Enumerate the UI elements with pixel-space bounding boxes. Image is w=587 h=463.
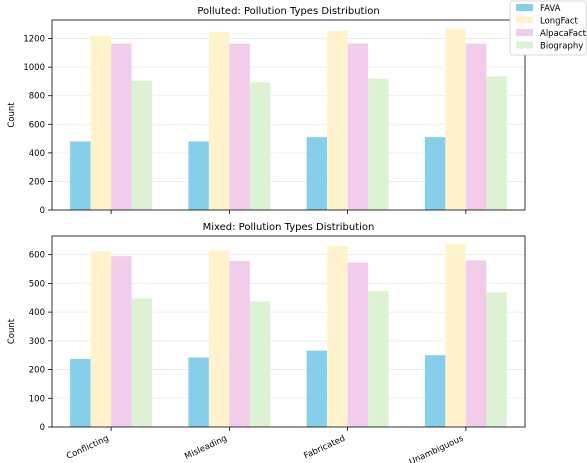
legend-swatch-fava xyxy=(516,4,533,11)
bar-fava-misleading xyxy=(188,357,209,427)
bar-biography-misleading xyxy=(249,301,271,427)
bar-longfact-misleading xyxy=(208,250,230,427)
bar-alpacafact-misleading xyxy=(229,43,250,211)
bar-alpacafact-fabricated xyxy=(347,262,369,427)
bar-longfact-unambiguous xyxy=(445,28,466,211)
bar-fava-unambiguous xyxy=(424,137,446,210)
y-tick-label: 1000 xyxy=(23,63,45,73)
bar-biography-conflicting xyxy=(131,298,153,427)
y-axis-label: Count xyxy=(7,318,17,344)
bar-fava-conflicting xyxy=(70,141,91,210)
y-tick-label: 200 xyxy=(29,177,45,187)
bar-alpacafact-fabricated xyxy=(347,43,369,211)
bar-fava-misleading xyxy=(188,141,209,210)
chart-panel-1: 0 200 400 600 800 1000 1200 Polluted: Pollution… xyxy=(7,6,526,216)
bar-alpacafact-conflicting xyxy=(111,256,132,427)
bar-alpacafact-conflicting xyxy=(111,43,132,211)
bar-biography-conflicting xyxy=(131,80,153,210)
bar-biography-misleading xyxy=(249,82,271,210)
bar-biography-unambiguous xyxy=(486,76,507,210)
y-tick-label: 400 xyxy=(29,308,45,318)
legend-label-biography: Biography xyxy=(540,42,583,52)
y-tick-label: 0 xyxy=(40,423,45,433)
bar-biography-fabricated xyxy=(368,78,389,210)
bar-biography-unambiguous xyxy=(486,292,507,427)
chart-panel-2: 0 100 200 300 400 500 600 Conflicting Misleading… xyxy=(7,222,526,463)
plot-frame xyxy=(51,19,526,211)
legend-label-alpacafact: AlpacaFact xyxy=(540,29,587,39)
y-axis-label: Count xyxy=(7,102,17,128)
legend-label-fava: FAVA xyxy=(540,4,561,14)
bar-longfact-unambiguous xyxy=(445,244,466,427)
bar-fava-conflicting xyxy=(70,358,91,427)
legend-swatch-longfact xyxy=(516,16,533,24)
bar-alpacafact-unambiguous xyxy=(465,43,487,211)
x-tick-label: Conflicting xyxy=(65,434,110,462)
bar-fava-unambiguous xyxy=(424,355,446,427)
x-tick-label: Unambiguous xyxy=(408,433,466,463)
y-tick-label: 0 xyxy=(40,206,45,216)
y-tick-label: 500 xyxy=(29,279,45,289)
chart-title: Polluted: Pollution Types Distribution xyxy=(197,6,379,17)
y-tick-label: 600 xyxy=(29,251,45,261)
y-tick-label: 300 xyxy=(29,337,45,347)
bar-longfact-conflicting xyxy=(90,35,112,210)
y-tick-label: 400 xyxy=(29,149,45,159)
y-tick-label: 100 xyxy=(29,394,45,404)
legend-swatch-biography xyxy=(516,41,533,49)
bar-longfact-conflicting xyxy=(90,251,112,427)
legend-label-longfact: LongFact xyxy=(540,17,579,27)
y-tick-label: 600 xyxy=(29,120,45,130)
bar-biography-fabricated xyxy=(368,290,389,427)
legend-swatch-alpacafact xyxy=(516,29,533,36)
bar-longfact-fabricated xyxy=(327,30,348,211)
bar-longfact-fabricated xyxy=(327,245,348,427)
y-tick-label: 800 xyxy=(29,92,45,102)
bar-alpacafact-misleading xyxy=(229,260,250,427)
plot-frame xyxy=(51,235,526,428)
chart-title: Mixed: Pollution Types Distribution xyxy=(203,222,375,233)
bar-longfact-misleading xyxy=(208,32,230,211)
x-tick-label: Fabricated xyxy=(302,434,346,462)
x-tick-label: Misleading xyxy=(183,434,228,462)
y-tick-label: 1200 xyxy=(23,35,45,45)
bar-fava-fabricated xyxy=(306,137,328,210)
legend: FAVA LongFact AlpacaFact Biography xyxy=(509,0,587,56)
y-tick-label: 200 xyxy=(29,366,45,376)
bar-alpacafact-unambiguous xyxy=(465,260,487,427)
bar-fava-fabricated xyxy=(306,350,328,427)
